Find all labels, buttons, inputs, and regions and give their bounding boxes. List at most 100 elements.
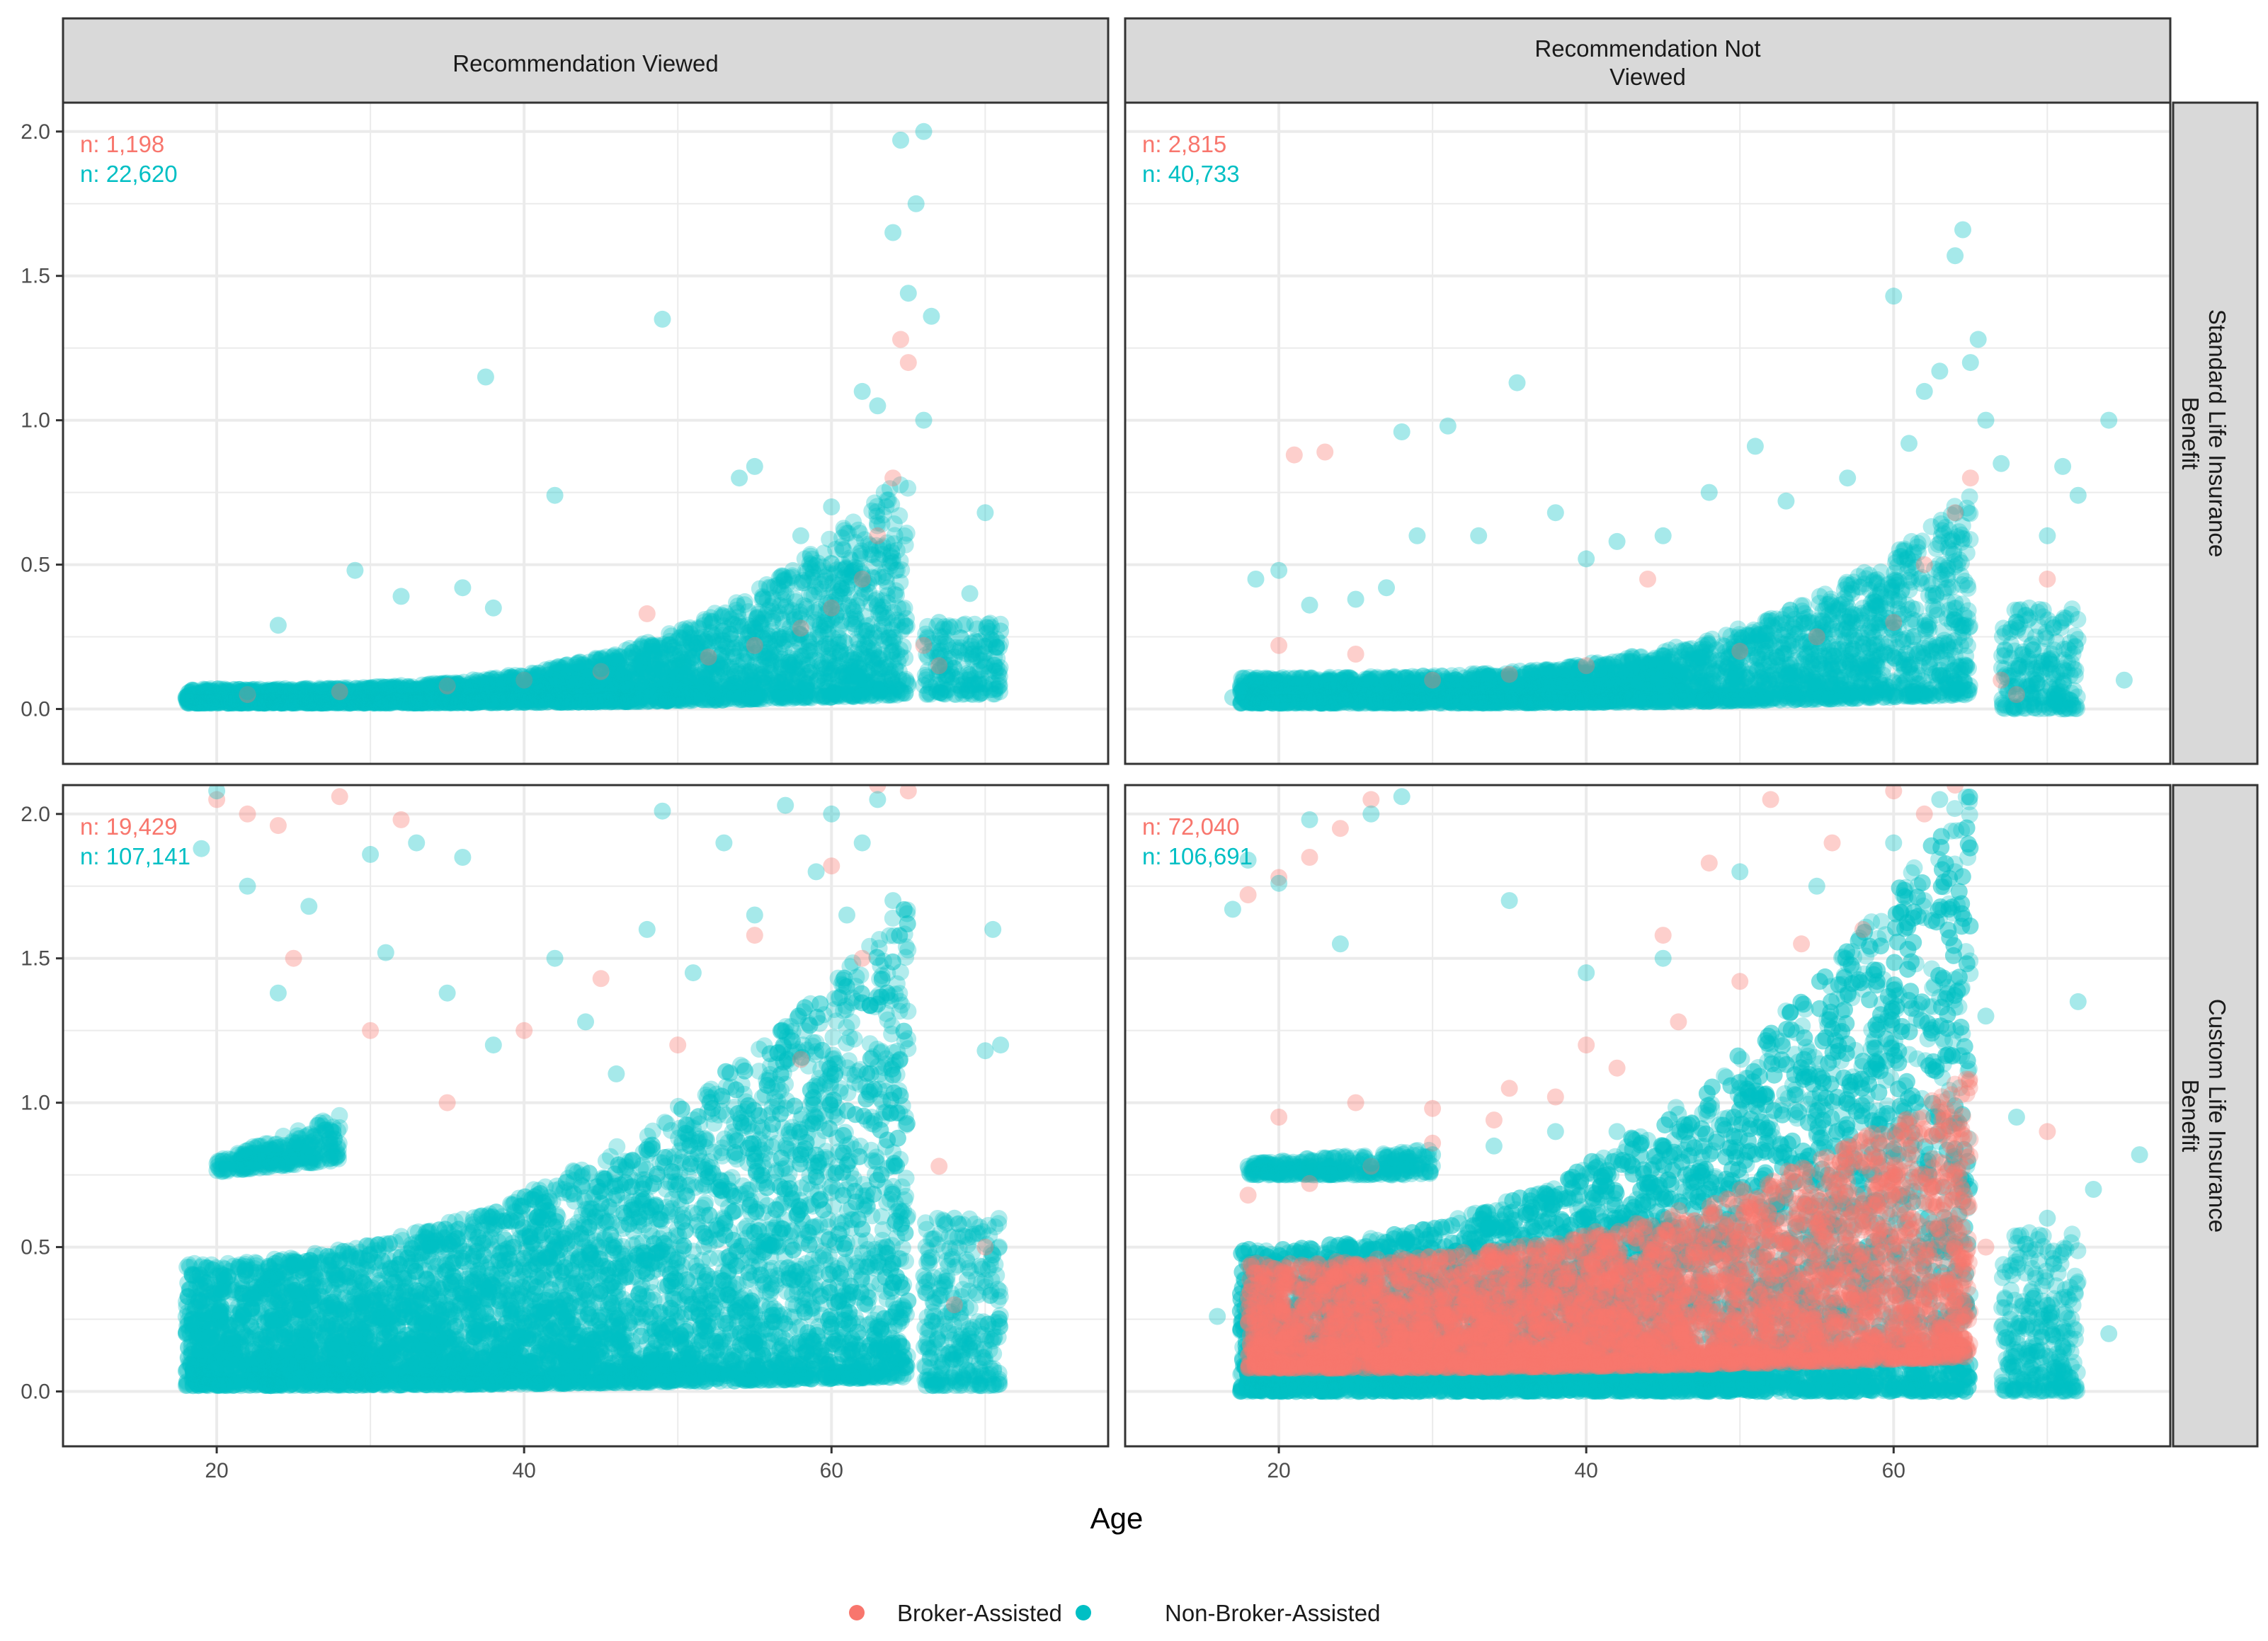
data-point bbox=[282, 691, 300, 709]
data-point bbox=[355, 692, 372, 709]
data-point bbox=[223, 694, 241, 712]
data-point bbox=[530, 685, 548, 703]
data-point bbox=[266, 692, 284, 710]
data-point bbox=[785, 627, 802, 645]
data-point bbox=[532, 678, 549, 696]
data-point bbox=[198, 690, 216, 707]
data-point bbox=[777, 597, 795, 615]
data-point bbox=[519, 677, 537, 694]
data-point bbox=[898, 525, 916, 542]
data-point bbox=[571, 691, 588, 709]
data-point bbox=[678, 651, 696, 668]
data-point bbox=[517, 693, 535, 711]
data-point bbox=[634, 654, 651, 672]
data-point bbox=[586, 693, 604, 711]
data-point bbox=[578, 693, 596, 710]
data-point bbox=[566, 684, 584, 702]
data-point bbox=[726, 685, 744, 702]
data-point bbox=[397, 687, 415, 704]
data-point bbox=[251, 688, 269, 706]
data-point bbox=[897, 670, 915, 688]
data-point bbox=[865, 677, 882, 694]
data-point bbox=[619, 690, 637, 708]
data-point bbox=[406, 694, 423, 711]
data-point bbox=[477, 684, 495, 702]
data-point bbox=[862, 595, 880, 612]
data-point bbox=[501, 691, 518, 709]
data-point bbox=[662, 686, 680, 704]
data-point bbox=[797, 667, 815, 685]
data-point bbox=[751, 671, 768, 689]
data-point bbox=[569, 671, 586, 689]
data-point bbox=[406, 694, 423, 711]
data-point bbox=[499, 690, 517, 707]
data-point bbox=[469, 685, 486, 702]
data-point bbox=[202, 680, 220, 697]
data-point bbox=[323, 690, 341, 707]
data-point bbox=[679, 653, 697, 670]
data-point bbox=[763, 622, 781, 640]
data-point bbox=[633, 662, 651, 680]
data-point bbox=[207, 685, 224, 702]
data-point bbox=[423, 691, 440, 709]
data-point bbox=[886, 527, 904, 544]
data-point bbox=[383, 683, 401, 700]
data-point bbox=[487, 677, 505, 694]
data-point bbox=[597, 692, 615, 710]
data-point bbox=[473, 684, 491, 702]
data-point bbox=[581, 669, 598, 686]
data-point bbox=[341, 694, 359, 711]
data-point bbox=[896, 617, 914, 634]
data-point bbox=[857, 679, 874, 697]
data-point bbox=[770, 665, 787, 683]
data-point bbox=[454, 694, 472, 711]
data-point bbox=[406, 694, 424, 711]
data-point bbox=[410, 692, 428, 709]
data-point bbox=[208, 686, 226, 704]
data-point bbox=[838, 646, 855, 663]
data-point bbox=[485, 688, 503, 706]
data-point bbox=[867, 629, 885, 647]
data-point bbox=[825, 582, 843, 600]
data-point bbox=[557, 679, 575, 697]
data-point bbox=[641, 678, 659, 695]
data-point bbox=[261, 684, 278, 702]
data-point bbox=[306, 693, 323, 711]
data-point bbox=[270, 682, 288, 700]
data-point bbox=[542, 670, 559, 687]
data-point bbox=[605, 682, 622, 699]
data-point bbox=[688, 682, 705, 700]
data-point bbox=[715, 617, 733, 634]
data-point bbox=[581, 688, 598, 706]
data-point bbox=[226, 694, 244, 711]
data-point bbox=[863, 568, 881, 586]
data-point bbox=[389, 683, 407, 701]
data-point bbox=[360, 690, 377, 707]
data-point bbox=[761, 645, 779, 663]
data-point bbox=[234, 691, 252, 708]
data-point bbox=[726, 685, 743, 703]
data-point bbox=[604, 648, 622, 666]
data-point bbox=[266, 682, 284, 699]
data-point bbox=[458, 682, 476, 700]
data-point bbox=[345, 693, 363, 711]
data-point bbox=[228, 694, 246, 711]
data-point bbox=[375, 679, 392, 697]
data-point bbox=[728, 594, 745, 612]
data-point bbox=[589, 692, 607, 709]
data-point bbox=[580, 666, 597, 684]
data-point bbox=[338, 690, 355, 707]
data-point bbox=[639, 665, 656, 682]
data-point bbox=[714, 691, 731, 709]
data-point bbox=[453, 677, 471, 694]
data-point bbox=[572, 653, 589, 671]
data-point bbox=[421, 679, 439, 697]
data-point bbox=[646, 665, 663, 682]
data-point bbox=[294, 683, 312, 700]
data-point bbox=[770, 579, 787, 597]
data-point bbox=[258, 694, 275, 712]
data-point bbox=[248, 693, 266, 710]
data-point bbox=[352, 693, 370, 711]
data-point bbox=[786, 608, 803, 626]
